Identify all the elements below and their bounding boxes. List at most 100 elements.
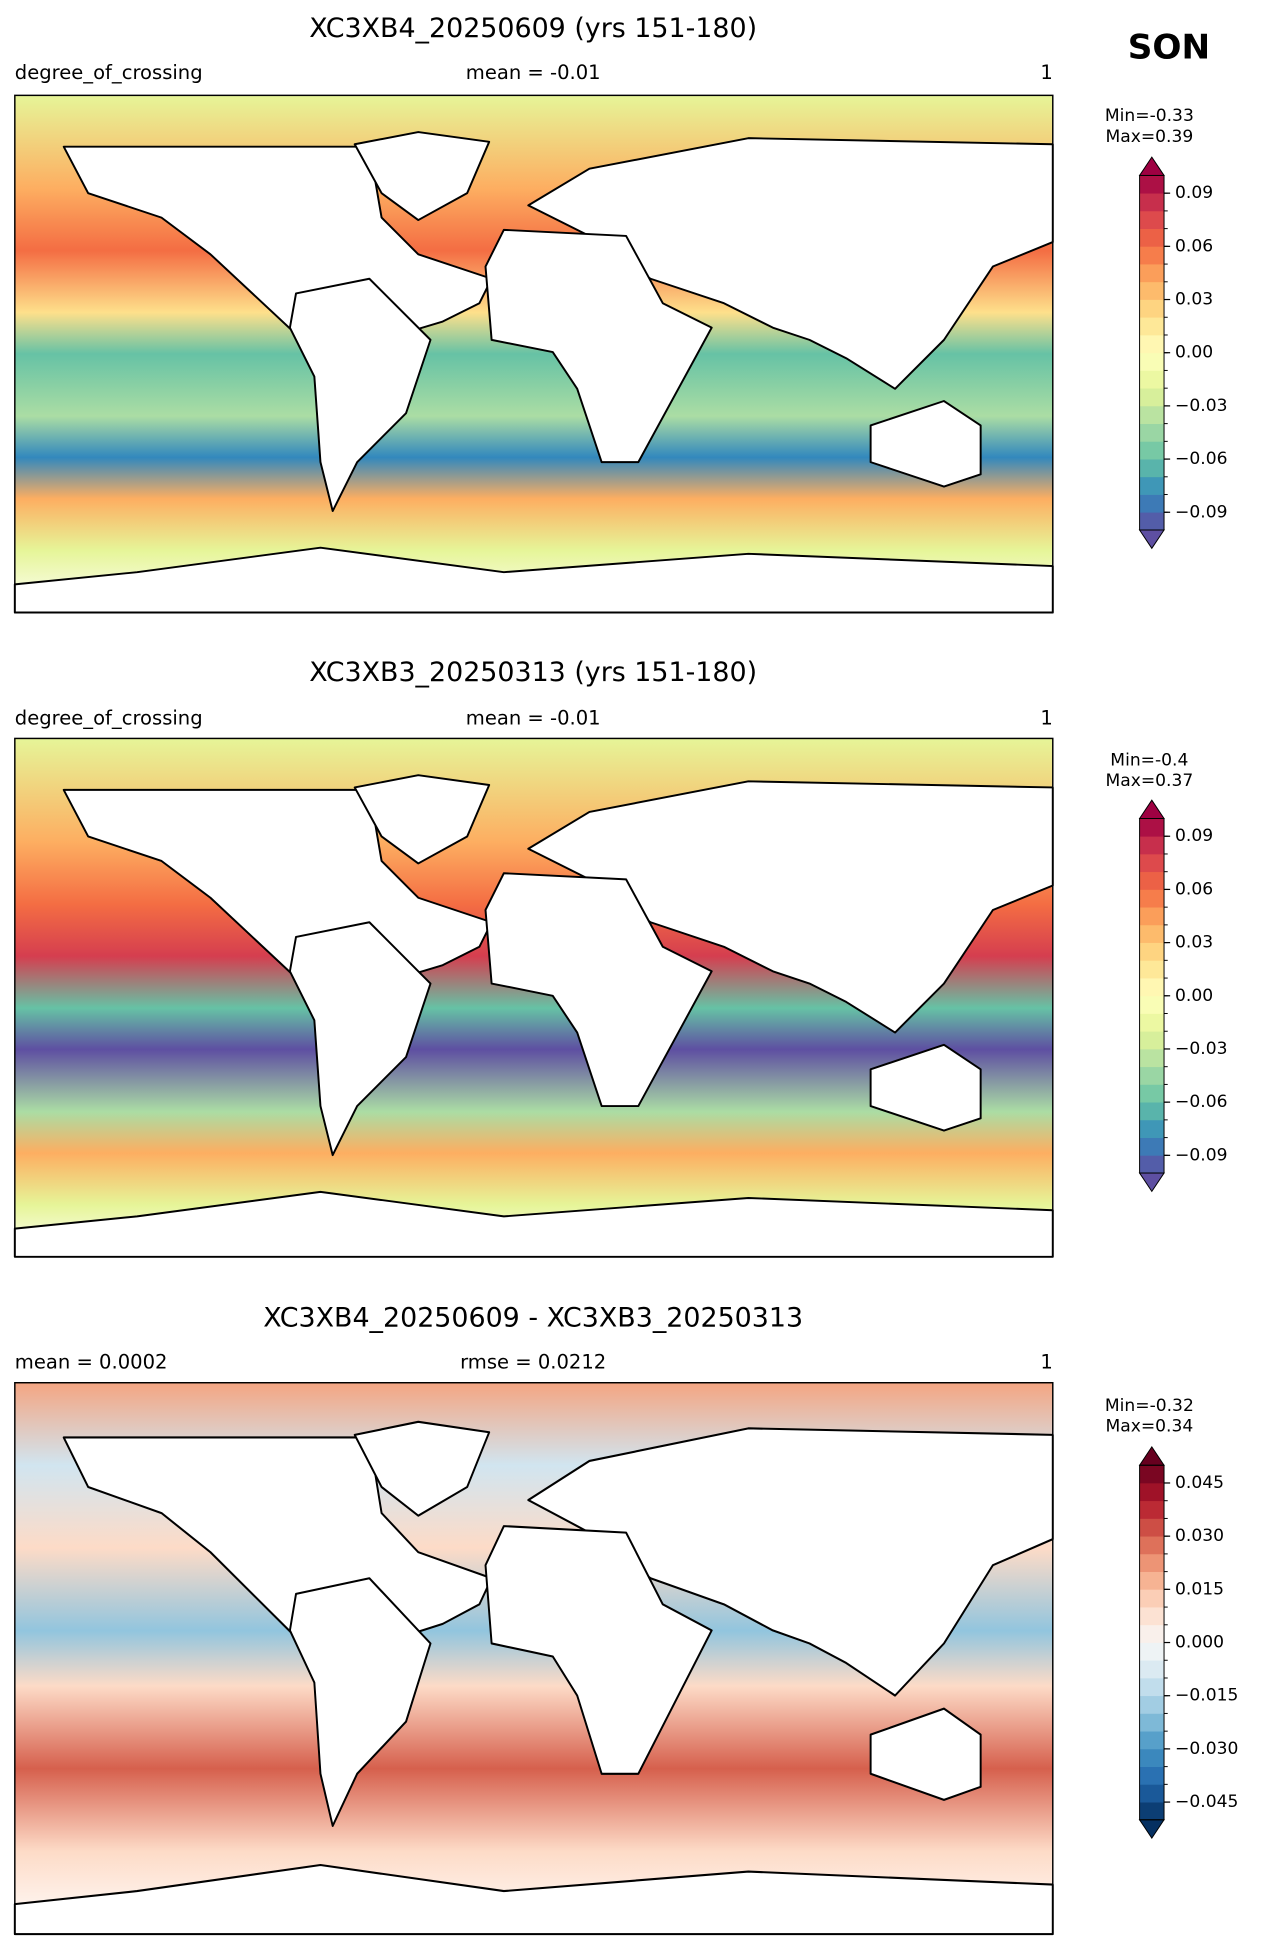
colorbar-tick-label: 0.03 bbox=[1175, 290, 1213, 310]
map-frame bbox=[14, 1381, 1054, 1935]
min-label: Min=-0.4 bbox=[1110, 750, 1188, 770]
colorbar-level bbox=[1139, 995, 1165, 1014]
colorbar-level bbox=[1139, 836, 1165, 855]
colorbar-tick-label: 0.045 bbox=[1175, 1473, 1224, 1493]
panel-title: XC3XB3_20250313 (yrs 151-180) bbox=[309, 657, 757, 688]
colorbar-tick-label: −0.06 bbox=[1175, 449, 1227, 469]
colorbar-level bbox=[1139, 924, 1165, 943]
colorbar-level bbox=[1139, 1695, 1165, 1714]
colorbar-level bbox=[1139, 1119, 1165, 1138]
colorbar-level bbox=[1139, 1713, 1165, 1732]
colorbar-level bbox=[1139, 1048, 1165, 1068]
colorbar-level bbox=[1139, 441, 1165, 460]
colorbar-level bbox=[1139, 423, 1165, 442]
right-label: 1 bbox=[1040, 61, 1052, 84]
colorbar-level bbox=[1139, 405, 1165, 424]
colorbar-level bbox=[1139, 889, 1165, 908]
colorbar-level bbox=[1139, 281, 1165, 300]
season-label: SON bbox=[1128, 27, 1210, 67]
colorbar-level bbox=[1139, 1660, 1165, 1679]
panel-title: XC3XB4_20250609 - XC3XB3_20250313 bbox=[263, 1303, 803, 1334]
colorbar-tick-label: −0.045 bbox=[1175, 1792, 1238, 1812]
colorbar-level bbox=[1139, 175, 1165, 194]
colorbar-level bbox=[1139, 1766, 1165, 1785]
colorbar-tick-label: −0.09 bbox=[1175, 502, 1227, 522]
colorbar-level bbox=[1139, 228, 1165, 247]
colorbar-level bbox=[1139, 1518, 1165, 1537]
colorbar-level bbox=[1139, 459, 1165, 478]
colorbar-tick-label: 0.09 bbox=[1175, 826, 1213, 846]
colorbar-tick-label: 0.09 bbox=[1175, 183, 1213, 203]
colorbar-level bbox=[1139, 960, 1165, 979]
colorbar-level bbox=[1139, 1102, 1165, 1121]
colorbar-tick-label: 0.06 bbox=[1175, 236, 1213, 256]
colorbar-level bbox=[1139, 1084, 1165, 1103]
colorbar-level bbox=[1139, 264, 1165, 283]
max-label: Max=0.39 bbox=[1105, 127, 1193, 147]
colorbar-tick-label: −0.030 bbox=[1175, 1739, 1238, 1759]
colorbar-level bbox=[1139, 334, 1165, 354]
left-label: degree_of_crossing bbox=[15, 61, 203, 84]
colorbar-extend-top bbox=[1138, 799, 1165, 820]
colorbar-tick-label: 0.00 bbox=[1175, 343, 1213, 363]
colorbar-level bbox=[1139, 1748, 1165, 1767]
map-frame bbox=[14, 94, 1054, 614]
colorbar-extend-top bbox=[1138, 156, 1165, 176]
colorbar-extend-bottom bbox=[1138, 1819, 1165, 1840]
colorbar-level bbox=[1139, 1731, 1165, 1750]
colorbar-level bbox=[1139, 818, 1165, 837]
min-label: Min=-0.32 bbox=[1105, 1396, 1194, 1416]
max-label: Max=0.34 bbox=[1105, 1417, 1193, 1437]
colorbar-level bbox=[1139, 1802, 1165, 1821]
colorbar-level bbox=[1139, 853, 1165, 873]
colorbar-level bbox=[1139, 1571, 1165, 1590]
colorbar-level bbox=[1139, 942, 1165, 961]
colorbar-tick-label: 0.06 bbox=[1175, 879, 1213, 899]
colorbar-tick-label: 0.00 bbox=[1175, 986, 1213, 1006]
center-label: mean = -0.01 bbox=[466, 61, 601, 84]
colorbar-level bbox=[1139, 871, 1165, 890]
colorbar-level bbox=[1139, 352, 1165, 371]
right-label: 1 bbox=[1040, 706, 1052, 729]
colorbar-tick-label: −0.03 bbox=[1175, 1039, 1227, 1059]
colorbar-tick-label: 0.000 bbox=[1175, 1633, 1224, 1653]
colorbar-extend-top bbox=[1138, 1446, 1165, 1466]
colorbar-level bbox=[1139, 494, 1165, 513]
colorbar-extend-bottom bbox=[1138, 529, 1165, 550]
colorbar-tick-label: −0.03 bbox=[1175, 396, 1227, 416]
colorbar-level bbox=[1139, 1677, 1165, 1697]
colorbar-level bbox=[1139, 1553, 1165, 1572]
colorbar-level bbox=[1139, 1784, 1165, 1803]
max-label: Max=0.37 bbox=[1105, 771, 1193, 791]
colorbar-level bbox=[1139, 1031, 1165, 1050]
colorbar-tick-label: 0.030 bbox=[1175, 1526, 1224, 1546]
colorbar-level bbox=[1139, 907, 1165, 926]
colorbar-tick-label: 0.015 bbox=[1175, 1579, 1224, 1599]
colorbar-tick-label: −0.09 bbox=[1175, 1145, 1227, 1165]
colorbar-level bbox=[1139, 1536, 1165, 1555]
colorbar-level bbox=[1139, 1066, 1165, 1085]
colorbar-tick-label: −0.06 bbox=[1175, 1092, 1227, 1112]
map-frame bbox=[14, 737, 1054, 1258]
colorbar-level bbox=[1139, 210, 1165, 229]
colorbar-level bbox=[1139, 1482, 1165, 1502]
left-label: mean = 0.0002 bbox=[15, 1351, 168, 1374]
colorbar-level bbox=[1139, 1607, 1165, 1626]
colorbar-level bbox=[1139, 1155, 1165, 1174]
left-label: degree_of_crossing bbox=[15, 706, 203, 729]
colorbar-level bbox=[1139, 317, 1165, 336]
colorbar-level bbox=[1139, 1642, 1165, 1661]
colorbar-extend-bottom bbox=[1138, 1172, 1165, 1193]
colorbar-level bbox=[1139, 1624, 1165, 1643]
colorbar-level bbox=[1139, 299, 1165, 318]
colorbar-level bbox=[1139, 1465, 1165, 1484]
colorbar-level bbox=[1139, 370, 1165, 389]
colorbar-tick-label: 0.03 bbox=[1175, 933, 1213, 953]
colorbar-level bbox=[1139, 193, 1165, 212]
right-label: 1 bbox=[1040, 1351, 1052, 1374]
colorbar-level bbox=[1139, 1137, 1165, 1156]
colorbar-tick-label: −0.015 bbox=[1175, 1686, 1238, 1706]
colorbar-level bbox=[1139, 978, 1165, 997]
colorbar-level bbox=[1139, 246, 1165, 265]
